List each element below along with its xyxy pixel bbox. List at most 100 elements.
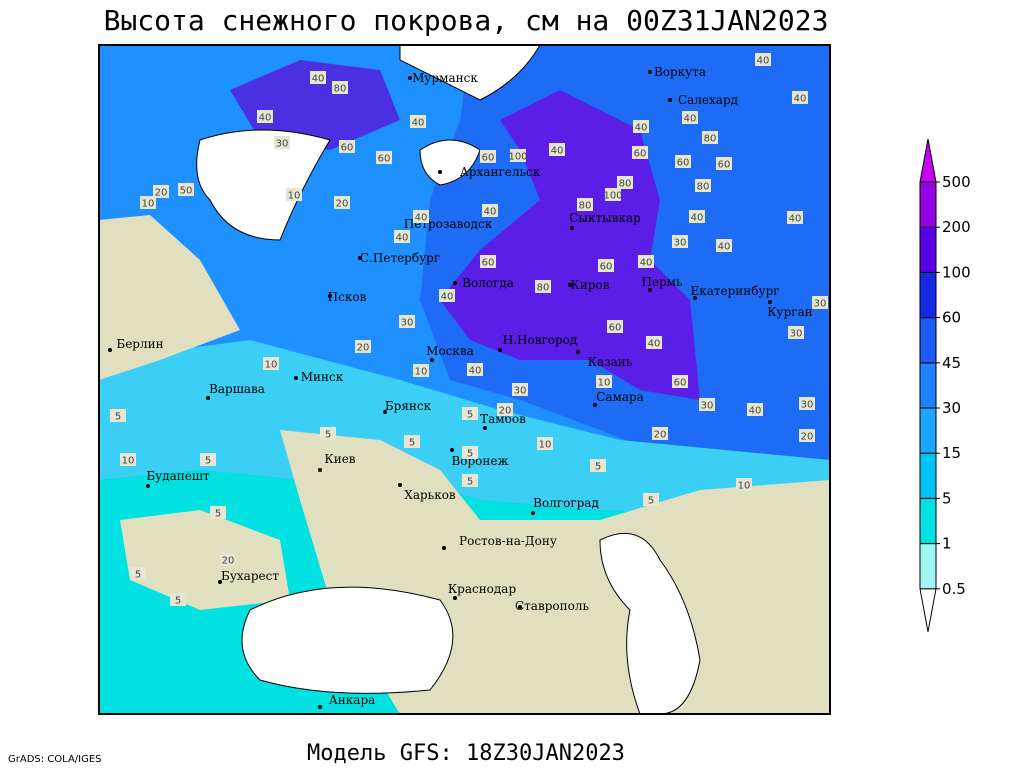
colorbar-band: [919, 543, 937, 590]
contour-label-box: [672, 375, 688, 388]
contour-label-box: [788, 326, 804, 339]
contour-label-box: [410, 115, 426, 128]
city-label: Н.Новгород: [503, 333, 578, 347]
contour-label: 40: [469, 366, 482, 377]
subtitle: Модель GFS: 18Z30JAN2023: [307, 741, 625, 766]
contour-label: 30: [276, 139, 289, 150]
colorbar-band: [919, 181, 937, 228]
colorbar-label: 100: [942, 263, 971, 281]
city-label: Салехард: [678, 93, 738, 107]
contour-label-box: [399, 315, 415, 328]
contour-label-box: [537, 437, 553, 450]
contour-label-box: [376, 151, 392, 164]
contour-label: 60: [677, 158, 690, 169]
contour-label: 5: [325, 430, 331, 441]
city-dot: [453, 281, 457, 285]
city-label: Харьков: [404, 488, 456, 502]
contour-label-box: [643, 493, 659, 506]
contour-label: 30: [514, 386, 527, 397]
contour-label-box: [339, 140, 355, 153]
city-label: Киров: [571, 278, 610, 292]
baltic-sea: [196, 129, 331, 241]
contour-label: 30: [674, 238, 687, 249]
contour-label: 5: [648, 496, 654, 507]
contour-label: 60: [634, 149, 647, 160]
contour-label: 60: [718, 160, 731, 171]
contour-label: 60: [378, 154, 391, 165]
colorbar-label: 30: [942, 399, 961, 417]
contour-label-box: [812, 296, 828, 309]
city-dot: [442, 546, 446, 550]
city-dot: [358, 256, 362, 260]
contour-label-box: [689, 210, 705, 223]
city-label: Волгоград: [533, 496, 599, 510]
contour-label-box: [178, 183, 194, 196]
contour-label: 40: [718, 242, 731, 253]
contour-label: 5: [135, 570, 141, 581]
contour-label: 100: [508, 152, 527, 163]
contour-label-box: [170, 593, 186, 606]
contour-label: 40: [794, 94, 807, 105]
contour-label: 60: [674, 378, 687, 389]
contour-label: 10: [415, 367, 428, 378]
contour-label: 40: [415, 213, 428, 224]
contour-label: 5: [467, 477, 473, 488]
colorbar-label: 500: [942, 173, 971, 191]
contour-label-box: [638, 255, 654, 268]
city-dot: [568, 283, 572, 287]
city-label: Воронеж: [451, 454, 508, 468]
city-dot: [146, 484, 150, 488]
contour-label: 60: [600, 262, 613, 273]
contour-label: 40: [396, 233, 409, 244]
contour-label-box: [462, 474, 478, 487]
city-dot: [668, 98, 672, 102]
contour-label-box: [480, 255, 496, 268]
contour-label: 10: [738, 481, 751, 492]
contour-label-box: [274, 136, 290, 149]
contour-label: 40: [312, 74, 325, 85]
contour-label: 20: [336, 199, 349, 210]
colorbar-label: 1: [942, 535, 952, 553]
contour-label: 80: [579, 201, 592, 212]
contour-label: 60: [341, 143, 354, 154]
contour-label: 60: [482, 258, 495, 269]
contour-label-box: [413, 364, 429, 377]
contour-label-box: [716, 157, 732, 170]
city-label: Екатеринбург: [690, 284, 779, 298]
contour-label-box: [590, 459, 606, 472]
contour-label-box: [632, 146, 648, 159]
city-dot: [593, 403, 597, 407]
contour-label: 40: [259, 113, 272, 124]
city-label: Минск: [301, 370, 344, 384]
city-label: Бухарест: [221, 569, 279, 583]
contour-label-box: [736, 478, 752, 491]
city-dot: [576, 350, 580, 354]
contour-label-box: [497, 403, 513, 416]
contour-label-box: [695, 179, 711, 192]
contour-label-box: [439, 289, 455, 302]
contour-label-box: [787, 211, 803, 224]
contour-label-box: [699, 398, 715, 411]
contour-label-box: [605, 188, 621, 201]
contour-label: 100: [603, 191, 622, 202]
city-label: Пермь: [641, 275, 683, 289]
city-dot: [531, 511, 535, 515]
contour-label-box: [510, 149, 526, 162]
contour-label: 10: [265, 360, 278, 371]
city-layer: Мурманск Воркута Салехард Архангельск Сыктыв…: [108, 65, 813, 709]
contour-label-box: [334, 196, 350, 209]
contour-label: 30: [401, 318, 414, 329]
city-label: Краснодар: [448, 582, 517, 596]
region: [230, 60, 400, 150]
contour-label-box: [675, 155, 691, 168]
city-label: Курган: [767, 305, 812, 319]
contour-label-box: [332, 81, 348, 94]
contour-label-box: [799, 429, 815, 442]
city-label: Брянск: [385, 399, 432, 413]
city-dot: [294, 376, 298, 380]
white-sea: [419, 139, 481, 186]
colorbar-label: 60: [942, 309, 961, 327]
city-label: Казань: [588, 355, 633, 369]
